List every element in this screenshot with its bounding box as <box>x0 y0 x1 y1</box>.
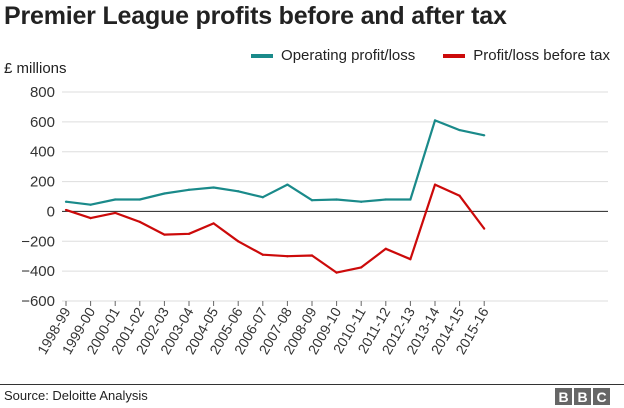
y-tick-label: −200 <box>21 233 55 250</box>
data-point <box>360 200 363 203</box>
y-tick-label: 800 <box>30 84 55 101</box>
chart-title: Premier League profits before and after … <box>4 2 507 30</box>
data-point <box>335 198 338 201</box>
y-tick-label: −400 <box>21 263 55 280</box>
source-note: Source: Deloitte Analysis <box>4 388 148 403</box>
data-point <box>384 247 387 250</box>
data-point <box>433 183 437 186</box>
data-point <box>64 208 68 212</box>
data-point <box>138 198 141 201</box>
data-point <box>163 233 166 236</box>
chart-plot: 8006004002000−200−400−6001998-991999-002… <box>21 84 608 357</box>
data-point <box>212 222 215 225</box>
y-axis-label: £ millions <box>4 60 67 77</box>
data-point <box>483 134 486 137</box>
data-point <box>261 253 264 256</box>
data-point <box>409 258 412 261</box>
data-point <box>237 190 240 193</box>
logo-letter: B <box>555 388 572 405</box>
series-line-0 <box>65 119 485 206</box>
data-point <box>286 183 289 186</box>
data-point <box>335 271 338 274</box>
data-point <box>138 220 141 223</box>
logo-letter: B <box>574 388 591 405</box>
legend-swatch-operating <box>251 53 274 58</box>
y-tick-label: 400 <box>30 144 55 161</box>
data-point <box>187 188 191 191</box>
legend-label-operating: Operating profit/loss <box>281 47 416 64</box>
data-point <box>310 199 314 202</box>
bbc-logo: B B C <box>555 388 610 405</box>
data-point <box>89 203 92 206</box>
legend-label-before-tax: Profit/loss before tax <box>473 47 610 64</box>
data-point <box>237 240 240 243</box>
y-tick-label: −600 <box>21 293 55 310</box>
y-tick-label: 600 <box>30 114 55 131</box>
data-point <box>360 266 363 269</box>
y-tick-label: 0 <box>47 203 55 220</box>
data-point <box>458 194 461 197</box>
data-point <box>163 192 166 195</box>
legend: Operating profit/loss Profit/loss before… <box>223 47 610 64</box>
data-point <box>483 227 486 230</box>
data-point <box>409 198 412 201</box>
data-point <box>433 119 437 122</box>
data-point <box>114 211 117 215</box>
data-point <box>384 198 387 201</box>
logo-letter: C <box>593 388 610 405</box>
data-point <box>261 196 264 199</box>
data-point <box>310 254 314 257</box>
data-point <box>212 186 215 189</box>
data-point <box>114 198 117 201</box>
series-line-1 <box>65 183 486 274</box>
legend-item-before-tax: Profit/loss before tax <box>443 47 610 64</box>
data-point <box>64 200 68 203</box>
legend-item-operating: Operating profit/loss <box>251 47 415 64</box>
legend-swatch-before-tax <box>443 53 466 58</box>
data-point <box>458 128 461 132</box>
footer-divider <box>0 384 624 385</box>
data-point <box>187 232 191 235</box>
y-tick-label: 200 <box>30 174 55 191</box>
data-point <box>89 217 92 220</box>
data-point <box>286 255 289 258</box>
